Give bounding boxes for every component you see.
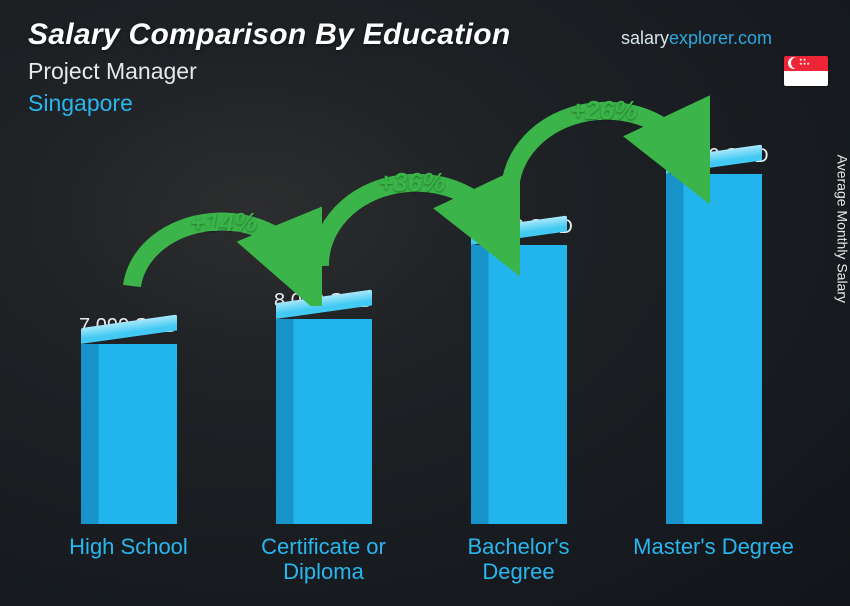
brand-suffix: explorer.com [669, 28, 772, 48]
bar-column: 7,090 SGDHigh School [40, 86, 217, 586]
bar-column: 8,080 SGDCertificate orDiploma [235, 86, 412, 586]
pct-increase-2: +36% [378, 167, 445, 198]
bar-column: 11,000 SGDBachelor's Degree [430, 86, 607, 586]
job-title: Project Manager [28, 58, 197, 85]
bar-column: 13,800 SGDMaster's Degree [625, 86, 802, 586]
category-label: Master's Degree [633, 534, 794, 586]
salary-bar [276, 319, 372, 524]
category-label: High School [69, 534, 188, 586]
pct-increase-1: +14% [190, 207, 257, 238]
salary-bar [471, 245, 567, 524]
salary-bar [81, 344, 177, 524]
brand-prefix: salary [621, 28, 669, 48]
category-label: Certificate orDiploma [261, 534, 386, 586]
brand-watermark: salaryexplorer.com [621, 28, 772, 49]
page-title: Salary Comparison By Education [28, 18, 510, 52]
pct-increase-3: +26% [570, 95, 637, 126]
salary-bar-chart: 7,090 SGDHigh School8,080 SGDCertificate… [40, 86, 802, 586]
category-label: Bachelor's Degree [430, 534, 607, 586]
salary-bar [666, 174, 762, 524]
singapore-flag-icon: ★ ★★ ★ ★ [784, 56, 828, 86]
y-axis-label: Average Monthly Salary [834, 155, 850, 303]
